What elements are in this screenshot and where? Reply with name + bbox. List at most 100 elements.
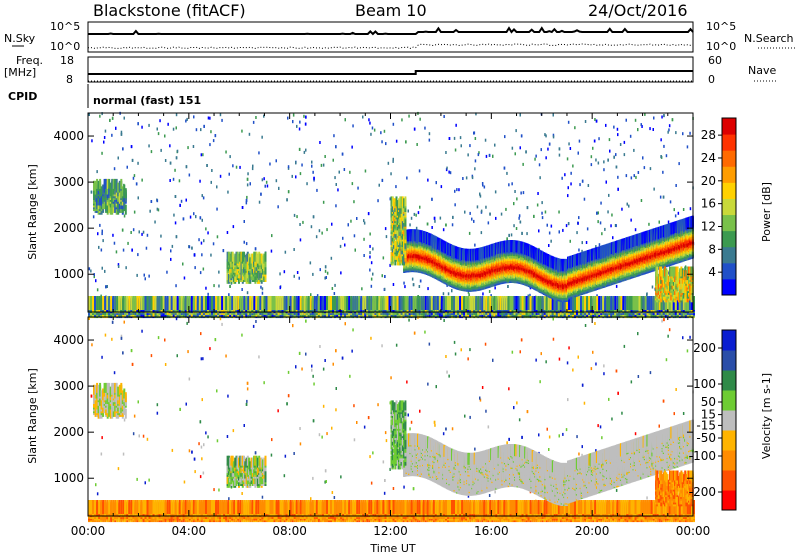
data-cell — [541, 201, 543, 204]
data-cell — [493, 296, 495, 310]
data-cell — [419, 206, 421, 209]
data-cell — [545, 211, 547, 214]
data-cell — [176, 113, 178, 116]
data-cell — [154, 221, 156, 224]
data-cell — [249, 296, 251, 310]
data-cell — [267, 185, 269, 188]
data-cell — [299, 148, 301, 151]
data-cell — [160, 235, 162, 238]
data-cell — [323, 164, 325, 167]
data-cell — [167, 296, 169, 310]
data-cell — [495, 217, 497, 220]
data-cell — [314, 296, 316, 310]
data-cell — [612, 296, 614, 310]
data-cell — [485, 206, 487, 209]
data-cell — [286, 198, 288, 201]
data-cell — [325, 270, 327, 273]
data-cell — [559, 147, 561, 150]
data-cell — [474, 167, 476, 170]
data-cell — [195, 296, 197, 310]
data-cell — [139, 230, 141, 233]
data-cell — [508, 296, 510, 310]
data-cell — [613, 126, 615, 129]
data-cell — [377, 199, 379, 202]
data-cell — [374, 129, 376, 132]
data-cell — [598, 162, 600, 165]
data-cell — [439, 296, 441, 310]
data-cell — [358, 296, 360, 310]
data-cell — [456, 188, 458, 191]
data-cell — [633, 296, 635, 310]
data-cell — [95, 279, 97, 282]
data-cell — [518, 296, 520, 310]
data-cell — [582, 241, 584, 244]
data-cell — [613, 156, 615, 159]
data-cell — [465, 296, 467, 310]
data-cell — [145, 296, 147, 310]
data-cell — [133, 177, 135, 180]
data-cell — [279, 272, 281, 275]
data-cell — [385, 296, 387, 310]
data-cell — [551, 225, 553, 228]
data-cell — [109, 119, 111, 122]
data-cell — [323, 201, 325, 204]
data-cell — [608, 194, 610, 197]
data-cell — [141, 126, 143, 129]
data-cell — [653, 296, 655, 310]
data-cell — [175, 195, 177, 198]
data-cell — [319, 229, 321, 232]
data-cell — [247, 178, 249, 181]
data-cell — [313, 215, 315, 218]
data-cell — [592, 147, 594, 150]
data-cell — [421, 296, 423, 310]
data-cell — [542, 216, 544, 219]
data-cell — [296, 296, 298, 310]
data-cell — [246, 242, 248, 245]
data-cell — [170, 258, 172, 261]
data-cell — [259, 201, 261, 204]
data-cell — [675, 214, 677, 217]
data-cell — [467, 296, 469, 310]
data-cell — [124, 296, 126, 310]
data-cell — [427, 223, 429, 226]
data-cell — [110, 296, 112, 310]
data-cell — [544, 133, 546, 136]
data-cell — [318, 296, 320, 310]
data-cell — [578, 296, 580, 310]
data-cell — [455, 124, 457, 127]
data-cell — [538, 296, 540, 310]
data-cell — [170, 162, 172, 165]
data-cell — [200, 128, 202, 131]
data-cell — [395, 296, 397, 310]
data-cell — [450, 171, 452, 174]
data-cell — [579, 183, 581, 186]
data-cell — [294, 275, 296, 278]
data-cell — [299, 277, 301, 280]
data-cell — [588, 296, 590, 310]
data-cell — [578, 249, 580, 252]
data-cell — [448, 171, 450, 174]
data-cell — [194, 266, 196, 269]
data-cell — [405, 296, 407, 310]
data-cell — [90, 270, 92, 273]
data-cell — [638, 171, 640, 174]
data-cell — [645, 296, 647, 310]
data-cell — [534, 158, 536, 161]
data-cell — [185, 296, 187, 310]
data-cell — [334, 296, 336, 310]
data-cell — [630, 135, 632, 138]
data-cell — [131, 145, 133, 148]
data-cell — [469, 144, 471, 147]
data-cell — [332, 296, 334, 310]
data-cell — [147, 296, 149, 310]
data-cell — [236, 166, 238, 169]
data-cell — [115, 127, 117, 130]
data-cell — [641, 296, 643, 310]
data-cell — [202, 219, 204, 222]
data-cell — [176, 156, 178, 159]
data-cell — [440, 217, 442, 220]
data-cell — [539, 176, 541, 179]
data-cell — [352, 124, 354, 127]
data-cell — [148, 275, 150, 278]
data-cell — [419, 118, 421, 121]
